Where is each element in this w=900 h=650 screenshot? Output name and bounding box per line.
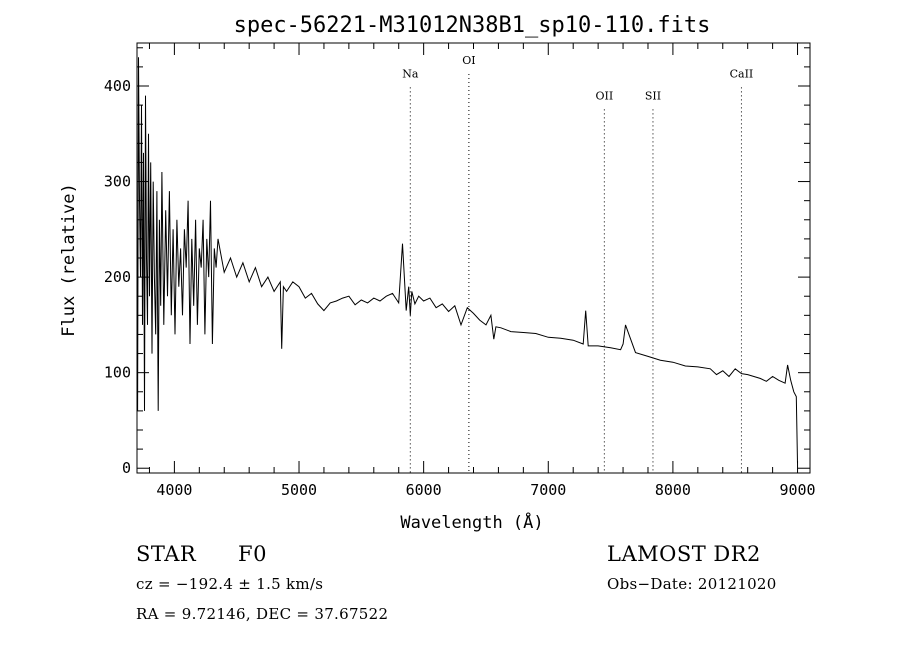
x-tick-label: 8000 — [655, 481, 691, 499]
ra-dec: RA = 9.72146, DEC = 37.67522 — [136, 605, 389, 623]
line-label-sii: SII — [645, 89, 661, 102]
y-axis-label: Flux (relative) — [59, 183, 79, 337]
line-label-na: Na — [402, 67, 419, 80]
x-tick-label: 4000 — [156, 481, 192, 499]
x-tick-label: 5000 — [281, 481, 317, 499]
plot-frame — [136, 42, 811, 474]
y-tick-label: 200 — [104, 268, 131, 286]
y-tick-label: 100 — [104, 364, 131, 382]
y-tick-label: 400 — [104, 77, 131, 95]
spectral-subclass: F0 — [238, 542, 267, 566]
x-tick-label: 9000 — [779, 481, 815, 499]
x-axis-label: Wavelength (Å) — [400, 511, 543, 533]
chart-title: spec-56221-M31012N38B1_sp10-110.fits — [234, 13, 711, 38]
spectrum-line — [137, 57, 798, 464]
spectral-class: STAR — [136, 542, 197, 566]
x-tick-label: 6000 — [406, 481, 442, 499]
line-label-oii: OII — [596, 89, 614, 102]
x-tick-label: 7000 — [530, 481, 566, 499]
spectrum-chart: spec-56221-M31012N38B1_sp10-110.fits Na O… — [59, 13, 816, 533]
line-label-oi: OI — [462, 54, 475, 67]
redshift-cz: cz = −192.4 ± 1.5 km/s — [136, 575, 324, 593]
line-label-caii: CaII — [730, 67, 754, 80]
observation-date: Obs−Date: 20121020 — [607, 575, 777, 593]
y-tick-label: 0 — [122, 459, 131, 477]
survey-name: LAMOST DR2 — [607, 542, 761, 566]
y-tick-label: 300 — [104, 173, 131, 191]
